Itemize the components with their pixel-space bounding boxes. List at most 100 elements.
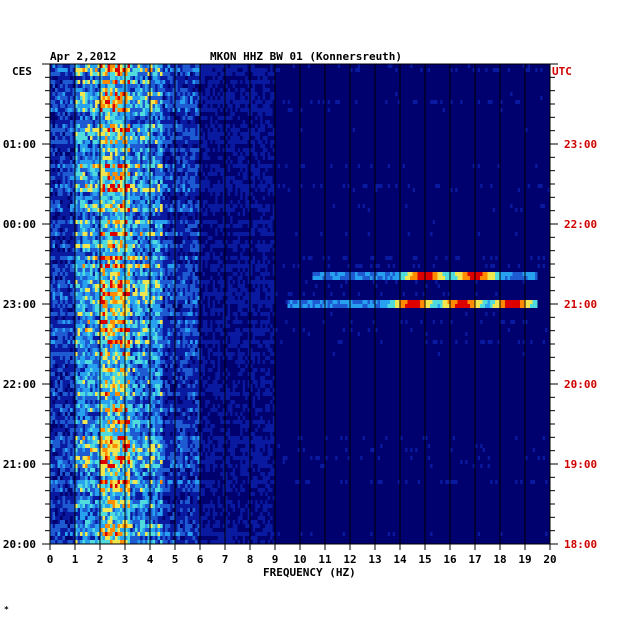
- heatmap-cell: [75, 180, 78, 184]
- heatmap-cell: [352, 100, 356, 104]
- heatmap-cell: [105, 104, 108, 108]
- heatmap-cell: [400, 112, 403, 116]
- heatmap-cell: [487, 68, 491, 72]
- heatmap-cell: [547, 148, 551, 152]
- heatmap-cell: [307, 168, 311, 172]
- heatmap-cell: [475, 84, 478, 88]
- heatmap-cell: [85, 156, 88, 160]
- heatmap-cell: [160, 148, 163, 152]
- heatmap-cell: [315, 112, 318, 116]
- heatmap-cell: [212, 84, 216, 88]
- heatmap-cell: [90, 92, 93, 96]
- heatmap-cell: [132, 156, 136, 160]
- heatmap-cell: [205, 132, 208, 136]
- heatmap-cell: [170, 80, 173, 84]
- heatmap-cell: [347, 72, 351, 76]
- heatmap-cell: [340, 80, 343, 84]
- heatmap-cell: [287, 160, 291, 164]
- heatmap-cell: [282, 148, 286, 152]
- heatmap-cell: [325, 172, 328, 176]
- heatmap-cell: [450, 176, 453, 180]
- heatmap-cell: [495, 132, 498, 136]
- heatmap-cell: [185, 84, 188, 88]
- heatmap-cell: [335, 180, 338, 184]
- heatmap-cell: [285, 160, 288, 164]
- heatmap-cell: [542, 112, 546, 116]
- heatmap-cell: [130, 168, 133, 172]
- heatmap-cell: [345, 100, 348, 104]
- heatmap-cell: [300, 160, 303, 164]
- heatmap-cell: [152, 180, 156, 184]
- heatmap-cell: [472, 172, 476, 176]
- heatmap-cell: [302, 100, 306, 104]
- heatmap-cell: [287, 96, 291, 100]
- heatmap-cell: [487, 128, 491, 132]
- heatmap-cell: [492, 144, 496, 148]
- heatmap-cell: [60, 92, 63, 96]
- heatmap-cell: [117, 128, 121, 132]
- heatmap-cell: [337, 120, 341, 124]
- heatmap-cell: [185, 96, 188, 100]
- heatmap-cell: [112, 172, 116, 176]
- heatmap-cell: [157, 120, 161, 124]
- heatmap-cell: [185, 80, 188, 84]
- heatmap-cell: [102, 80, 106, 84]
- heatmap-cell: [542, 72, 546, 76]
- heatmap-cell: [527, 76, 531, 80]
- heatmap-cell: [310, 116, 313, 120]
- heatmap-cell: [355, 76, 358, 80]
- heatmap-cell: [110, 112, 113, 116]
- heatmap-cell: [475, 136, 478, 140]
- heatmap-cell: [322, 176, 326, 180]
- heatmap-cell: [132, 80, 136, 84]
- heatmap-cell: [355, 108, 358, 112]
- heatmap-cell: [240, 112, 243, 116]
- heatmap-cell: [275, 104, 278, 108]
- heatmap-cell: [470, 88, 473, 92]
- heatmap-cell: [475, 104, 478, 108]
- heatmap-cell: [467, 168, 471, 172]
- heatmap-cell: [387, 176, 391, 180]
- heatmap-cell: [427, 144, 431, 148]
- heatmap-cell: [407, 92, 411, 96]
- heatmap-cell: [547, 140, 551, 144]
- heatmap-cell: [535, 152, 538, 156]
- heatmap-cell: [487, 160, 491, 164]
- heatmap-cell: [210, 88, 213, 92]
- heatmap-cell: [385, 88, 388, 92]
- heatmap-cell: [107, 120, 111, 124]
- heatmap-cell: [435, 132, 438, 136]
- heatmap-cell: [360, 180, 363, 184]
- heatmap-cell: [92, 128, 96, 132]
- heatmap-cell: [427, 156, 431, 160]
- heatmap-cell: [487, 136, 491, 140]
- heatmap-cell: [545, 84, 548, 88]
- heatmap-cell: [315, 88, 318, 92]
- heatmap-cell: [290, 172, 293, 176]
- heatmap-cell: [277, 104, 281, 108]
- heatmap-cell: [65, 152, 68, 156]
- heatmap-cell: [442, 164, 446, 168]
- heatmap-cell: [57, 128, 61, 132]
- heatmap-cell: [485, 148, 488, 152]
- heatmap-cell: [115, 124, 118, 128]
- heatmap-cell: [180, 104, 183, 108]
- heatmap-cell: [265, 124, 268, 128]
- heatmap-cell: [80, 176, 83, 180]
- heatmap-cell: [325, 108, 328, 112]
- heatmap-cell: [250, 156, 253, 160]
- heatmap-cell: [340, 136, 343, 140]
- heatmap-cell: [355, 84, 358, 88]
- heatmap-cell: [480, 176, 483, 180]
- heatmap-cell: [220, 144, 223, 148]
- heatmap-cell: [247, 164, 251, 168]
- heatmap-cell: [285, 180, 288, 184]
- heatmap-cell: [92, 152, 96, 156]
- heatmap-cell: [127, 112, 131, 116]
- heatmap-cell: [82, 136, 86, 140]
- heatmap-cell: [290, 156, 293, 160]
- heatmap-cell: [200, 112, 203, 116]
- heatmap-cell: [205, 160, 208, 164]
- heatmap-cell: [495, 128, 498, 132]
- heatmap-cell: [342, 144, 346, 148]
